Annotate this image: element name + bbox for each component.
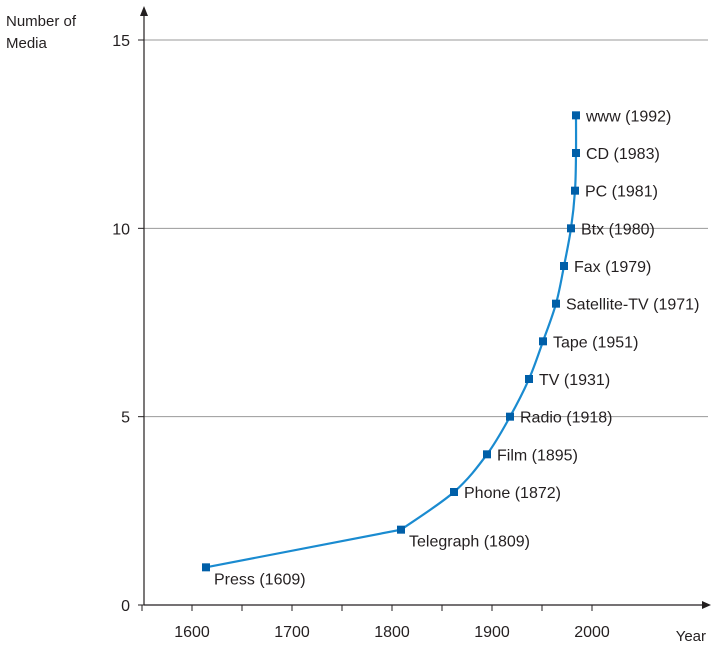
tick-labels: 0 5 10 15 1600 1700 1800 1900 2000 bbox=[112, 33, 610, 641]
x-tick-label-1900: 1900 bbox=[474, 624, 510, 641]
x-tick-label-2000: 2000 bbox=[574, 624, 610, 641]
point-label-0: Press (1609) bbox=[214, 571, 306, 588]
x-tick-label-1800: 1800 bbox=[374, 624, 410, 641]
x-tick-label-1600: 1600 bbox=[174, 624, 210, 641]
point-label-4: Radio (1918) bbox=[520, 410, 613, 427]
x-axis-arrow bbox=[702, 601, 711, 609]
point-label-2: Phone (1872) bbox=[464, 485, 561, 502]
y-tick-label-15: 15 bbox=[112, 33, 130, 50]
point-label-7: Satellite-TV (1971) bbox=[566, 297, 699, 314]
point-label-11: CD (1983) bbox=[586, 146, 660, 163]
point-label-12: www (1992) bbox=[585, 108, 671, 125]
data-point-10 bbox=[571, 186, 579, 195]
x-tick-label-1700: 1700 bbox=[274, 624, 310, 641]
point-labels: Press (1609) Telegraph (1809) Phone (1872)… bbox=[214, 108, 699, 588]
y-tick-label-10: 10 bbox=[112, 221, 130, 238]
point-label-9: Btx (1980) bbox=[581, 221, 655, 238]
y-axis-arrow bbox=[140, 6, 148, 16]
y-axis-label-line-1: Number of bbox=[6, 13, 77, 30]
data-point-3 bbox=[483, 450, 491, 459]
point-label-10: PC (1981) bbox=[585, 184, 658, 201]
data-point-6 bbox=[539, 337, 547, 346]
y-axis-label-line-2: Media bbox=[6, 35, 48, 52]
point-label-6: Tape (1951) bbox=[553, 334, 638, 351]
data-point-5 bbox=[525, 375, 533, 383]
data-point-7 bbox=[552, 299, 560, 308]
data-point-1 bbox=[397, 525, 405, 534]
grid-lines bbox=[144, 39, 708, 418]
point-label-1: Telegraph (1809) bbox=[409, 534, 530, 551]
data-points bbox=[202, 111, 580, 572]
data-point-0 bbox=[202, 563, 210, 572]
data-point-8 bbox=[560, 262, 568, 270]
y-tick-label-0: 0 bbox=[121, 598, 130, 615]
data-point-11 bbox=[572, 149, 580, 157]
point-label-5: TV (1931) bbox=[539, 372, 610, 389]
data-point-4 bbox=[506, 412, 514, 421]
axes bbox=[138, 6, 711, 611]
data-point-9 bbox=[567, 224, 575, 233]
data-point-12 bbox=[572, 111, 580, 120]
y-tick-label-5: 5 bbox=[121, 410, 130, 427]
point-label-3: Film (1895) bbox=[497, 447, 578, 464]
x-axis-label: Year bbox=[676, 628, 706, 645]
data-point-2 bbox=[450, 488, 458, 496]
point-label-8: Fax (1979) bbox=[574, 259, 651, 276]
